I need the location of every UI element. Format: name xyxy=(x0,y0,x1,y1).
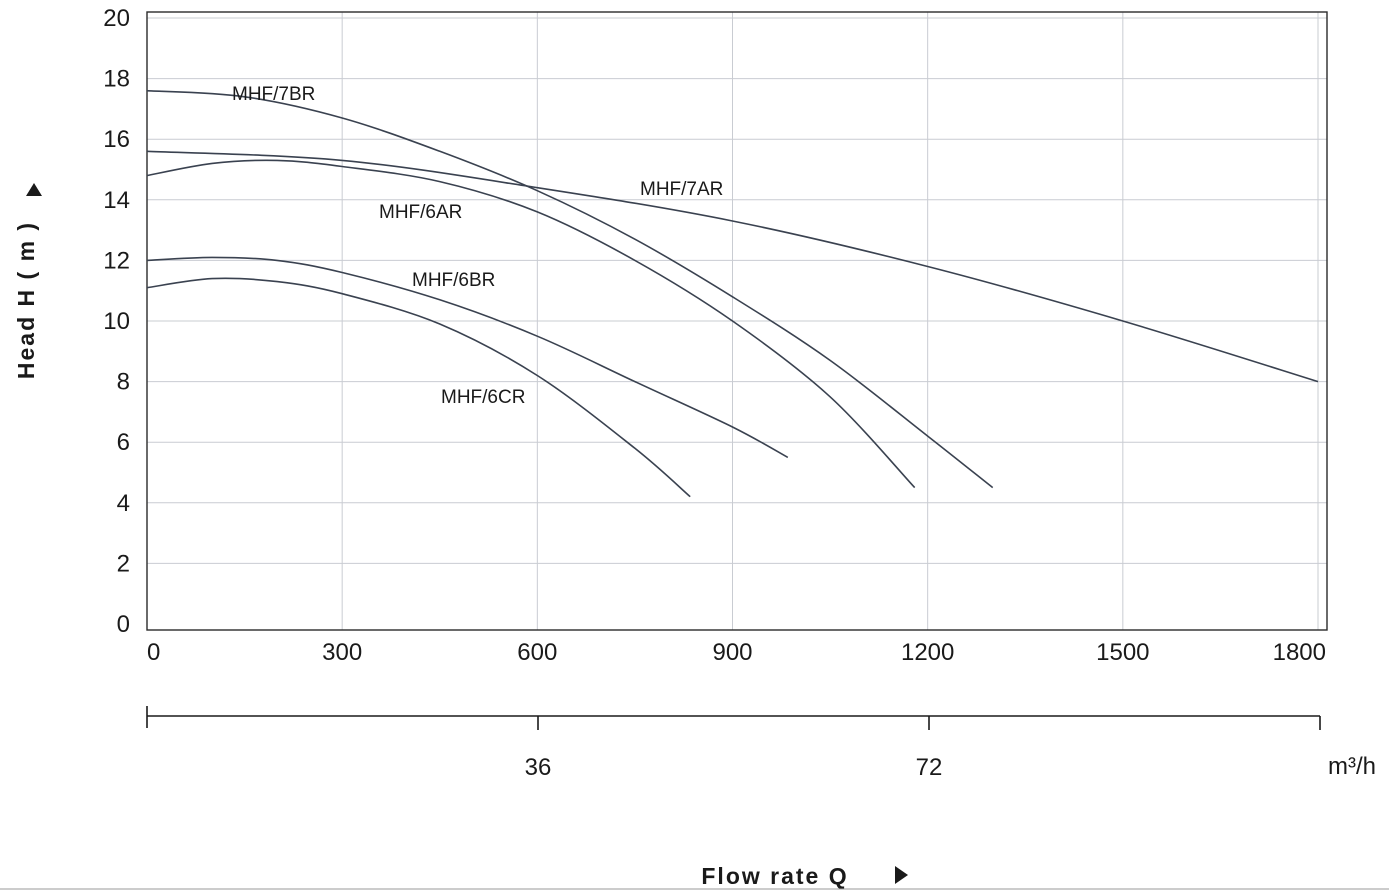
y-tick-label: 4 xyxy=(117,490,130,517)
secondary-unit-label: m³/h xyxy=(1328,753,1376,780)
y-axis-title: Head H ( m ) xyxy=(13,221,39,379)
x-tick-label: 1200 xyxy=(901,639,954,666)
secondary-tick-label: 36 xyxy=(525,754,552,781)
y-tick-label: 12 xyxy=(103,247,130,274)
x-tick-label: 1800 xyxy=(1273,639,1326,666)
series-line xyxy=(146,256,789,459)
x-axis-arrow-icon xyxy=(895,866,908,884)
series-label: MHF/6AR xyxy=(379,202,462,223)
series-line xyxy=(146,89,994,489)
y-tick-label: 10 xyxy=(103,308,130,335)
y-tick-label: 18 xyxy=(103,66,130,93)
y-tick-label: 2 xyxy=(117,550,130,577)
plot-frame xyxy=(146,11,1328,631)
x-tick-label: 300 xyxy=(322,639,362,666)
y-tick-label: 16 xyxy=(103,126,130,153)
x-tick-label: 600 xyxy=(517,639,557,666)
y-tick-label: 8 xyxy=(117,369,130,396)
grid xyxy=(147,12,1327,630)
secondary-tick-label: 72 xyxy=(916,754,943,781)
series-labels: MHF/7BR MHF/7AR MHF/6AR MHF/6BR MHF/6CR xyxy=(232,84,723,408)
x-tick-label: 0 xyxy=(147,639,160,666)
curves xyxy=(146,89,1319,498)
y-axis-arrow-icon xyxy=(26,183,42,196)
x-tick-label: 1500 xyxy=(1096,639,1149,666)
x-tick-labels: 0 300 600 900 1200 1500 1800 xyxy=(147,639,1326,666)
series-line xyxy=(146,277,691,498)
series-line xyxy=(146,159,916,489)
y-tick-label: 0 xyxy=(117,611,130,638)
secondary-x-axis: 36 72 m³/h xyxy=(146,706,1376,781)
y-tick-label: 14 xyxy=(103,187,130,214)
series-label: MHF/7BR xyxy=(232,84,315,105)
series-label: MHF/6BR xyxy=(412,270,495,291)
series-label: MHF/6CR xyxy=(441,387,525,408)
x-tick-label: 900 xyxy=(712,639,752,666)
x-axis-title: Flow rate Q xyxy=(701,863,848,889)
y-tick-label: 6 xyxy=(117,429,130,456)
y-tick-label: 20 xyxy=(103,5,130,32)
y-tick-labels: 0 2 4 6 8 10 12 14 16 18 20 xyxy=(103,5,130,638)
series-label: MHF/7AR xyxy=(640,179,723,200)
series-line xyxy=(146,150,1319,383)
